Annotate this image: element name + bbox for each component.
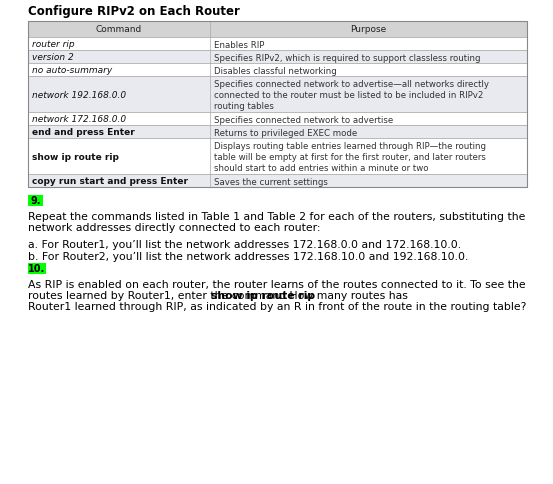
Bar bbox=[28, 51, 527, 64]
Text: Saves the current settings: Saves the current settings bbox=[214, 178, 328, 187]
Bar bbox=[28, 22, 527, 38]
Text: network 192.168.0.0: network 192.168.0.0 bbox=[32, 91, 126, 99]
Text: 10.: 10. bbox=[28, 264, 46, 274]
Bar bbox=[28, 64, 527, 77]
Bar bbox=[28, 113, 527, 126]
Text: Repeat the commands listed in Table 1 and Table 2 for each of the routers, subst: Repeat the commands listed in Table 1 an… bbox=[28, 212, 525, 222]
Text: copy run start and press Enter: copy run start and press Enter bbox=[32, 177, 188, 186]
Bar bbox=[28, 126, 527, 139]
Text: Configure RIPv2 on Each Router: Configure RIPv2 on Each Router bbox=[28, 5, 240, 18]
Text: Displays routing table entries learned through RIP—the routing
table will be emp: Displays routing table entries learned t… bbox=[214, 142, 486, 173]
Text: Router1 learned through RIP, as indicated by an R in front of the route in the r: Router1 learned through RIP, as indicate… bbox=[28, 302, 526, 311]
Bar bbox=[28, 22, 527, 188]
Text: router rip: router rip bbox=[32, 40, 75, 49]
Bar bbox=[28, 77, 527, 113]
Bar bbox=[28, 263, 46, 274]
Text: 9.: 9. bbox=[30, 196, 41, 206]
Text: Command: Command bbox=[96, 26, 142, 34]
Text: show ip route rip: show ip route rip bbox=[32, 152, 119, 161]
Bar bbox=[28, 196, 43, 207]
Text: Specifies RIPv2, which is required to support classless routing: Specifies RIPv2, which is required to su… bbox=[214, 54, 481, 63]
Text: network 172.168.0.0: network 172.168.0.0 bbox=[32, 115, 126, 124]
Text: Disables classful networking: Disables classful networking bbox=[214, 67, 337, 76]
Text: routes learned by Router1, enter the command: routes learned by Router1, enter the com… bbox=[28, 290, 290, 301]
Text: Enables RIP: Enables RIP bbox=[214, 41, 264, 50]
Text: As RIP is enabled on each router, the router learns of the routes connected to i: As RIP is enabled on each router, the ro… bbox=[28, 279, 525, 289]
Bar bbox=[28, 139, 527, 175]
Text: show ip route rip: show ip route rip bbox=[211, 290, 315, 301]
Bar bbox=[28, 175, 527, 188]
Text: . How many routes has: . How many routes has bbox=[279, 290, 408, 301]
Text: b. For Router2, you’ll list the network addresses 172.168.10.0 and 192.168.10.0.: b. For Router2, you’ll list the network … bbox=[28, 252, 468, 261]
Text: no auto-summary: no auto-summary bbox=[32, 66, 112, 75]
Bar bbox=[28, 38, 527, 51]
Text: Specifies connected network to advertise: Specifies connected network to advertise bbox=[214, 116, 393, 125]
Text: Returns to privileged EXEC mode: Returns to privileged EXEC mode bbox=[214, 129, 357, 138]
Text: Specifies connected network to advertise—all networks directly
connected to the : Specifies connected network to advertise… bbox=[214, 80, 489, 111]
Text: network addresses directly connected to each router:: network addresses directly connected to … bbox=[28, 223, 321, 232]
Text: version 2: version 2 bbox=[32, 53, 74, 62]
Text: end and press Enter: end and press Enter bbox=[32, 128, 135, 136]
Text: Purpose: Purpose bbox=[351, 26, 387, 34]
Text: a. For Router1, you’ll list the network addresses 172.168.0.0 and 172.168.10.0.: a. For Router1, you’ll list the network … bbox=[28, 240, 461, 249]
